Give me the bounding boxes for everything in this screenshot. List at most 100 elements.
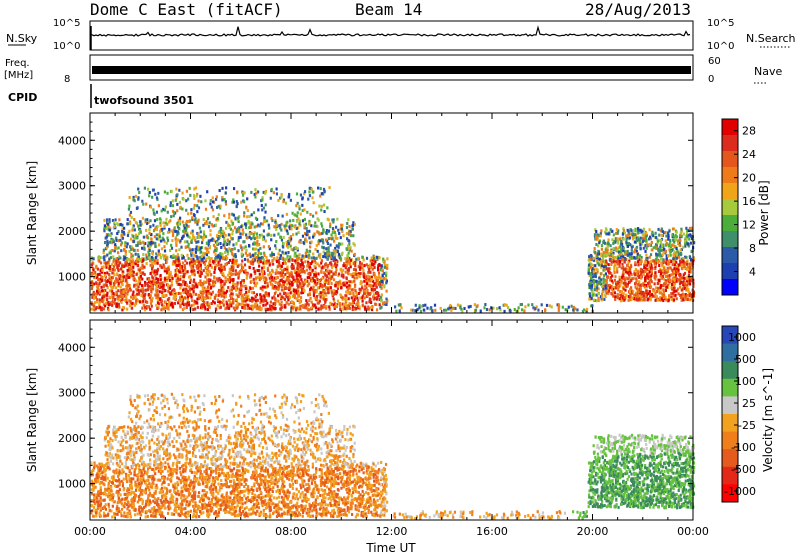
echo-cell [120, 268, 122, 271]
echo-cell [155, 252, 157, 255]
echo-cell [359, 266, 361, 269]
echo-cell [262, 304, 264, 307]
echo-cell [660, 261, 662, 264]
echo-cell [136, 236, 138, 239]
echo-cell [152, 224, 154, 227]
echo-cell [255, 236, 257, 239]
echo-cell [658, 234, 660, 237]
echo-cell [156, 281, 158, 284]
echo-cell [150, 272, 152, 275]
echo-cell [373, 293, 375, 296]
echo-cell [282, 215, 284, 218]
echo-cell [621, 263, 623, 266]
echo-cell [273, 295, 275, 298]
echo-cell [328, 229, 330, 232]
echo-cell [345, 297, 347, 300]
echo-cell [263, 245, 265, 248]
echo-cell [188, 247, 190, 250]
echo-cell [190, 208, 192, 211]
echo-cell [181, 191, 183, 194]
echo-cell [116, 302, 118, 305]
echo-cell [338, 243, 340, 246]
echo-cell [328, 186, 330, 189]
echo-cell [292, 249, 294, 252]
echo-cell [593, 281, 595, 284]
echo-cell [298, 240, 300, 243]
echo-cell [144, 281, 146, 284]
echo-cell [347, 304, 349, 307]
echo-cell [94, 301, 96, 304]
echo-cell [219, 242, 221, 245]
echo-cell [118, 295, 120, 298]
echo-cell [309, 293, 311, 296]
echo-cell [603, 274, 605, 277]
echo-cell [136, 260, 138, 263]
echo-cell [341, 242, 343, 245]
echo-cell [241, 306, 243, 309]
echo-cell [170, 244, 172, 247]
echo-cell [273, 234, 275, 237]
echo-cell [204, 247, 206, 250]
echo-cell [234, 217, 236, 220]
cpid-name: twofsound 3501 [94, 94, 194, 107]
echo-cell [198, 206, 200, 209]
echo-cell [253, 211, 255, 214]
echo-cell [301, 262, 303, 265]
echo-cell [154, 235, 156, 238]
echo-cell [668, 299, 670, 302]
echo-cell [274, 302, 276, 305]
echo-cell [351, 296, 353, 299]
echo-cell [137, 253, 139, 256]
echo-cell [264, 286, 266, 289]
echo-cell [667, 263, 669, 266]
echo-cell [188, 257, 190, 260]
echo-cell [328, 270, 330, 273]
echo-cell [112, 255, 114, 258]
echo-cell [649, 263, 651, 266]
echo-cell [637, 295, 639, 298]
echo-cell [172, 291, 174, 294]
echo-cell [320, 209, 322, 212]
echo-cell [142, 217, 144, 220]
echo-cell [663, 267, 665, 270]
echo-cell [251, 222, 253, 225]
echo-cell [342, 264, 344, 267]
echo-cell [380, 299, 382, 302]
echo-cell [208, 278, 210, 281]
echo-cell [270, 234, 272, 237]
echo-cell [650, 285, 652, 288]
echo-cell [607, 238, 609, 241]
echo-cell [209, 296, 211, 299]
echo-cell [634, 261, 636, 264]
echo-cell [120, 286, 122, 289]
echo-cell [623, 238, 625, 241]
echo-cell [168, 304, 170, 307]
echo-cell [235, 243, 237, 246]
echo-cell [689, 233, 691, 236]
echo-cell [368, 268, 370, 271]
echo-cell [267, 285, 269, 288]
echo-cell [351, 280, 353, 283]
echo-cell [225, 234, 227, 237]
echo-cell [660, 277, 662, 280]
echo-cell [674, 263, 676, 266]
nsky-tick-top: 10^5 [53, 18, 80, 29]
echo-cell [254, 195, 256, 198]
echo-cell [185, 199, 187, 202]
echo-cell [182, 269, 184, 272]
echo-cell [169, 287, 171, 290]
echo-cell [362, 304, 364, 307]
echo-cell [647, 297, 649, 300]
echo-cell [677, 269, 679, 272]
echo-cell [283, 242, 285, 245]
echo-cell [654, 292, 656, 295]
echo-cell [663, 260, 665, 263]
echo-cell [214, 266, 216, 269]
echo-cell [369, 297, 371, 300]
echo-cell [298, 253, 300, 256]
echo-cell [313, 256, 315, 259]
echo-cell [309, 194, 311, 197]
echo-cell [166, 192, 168, 195]
echo-cell [298, 257, 300, 260]
echo-cell [655, 286, 657, 289]
